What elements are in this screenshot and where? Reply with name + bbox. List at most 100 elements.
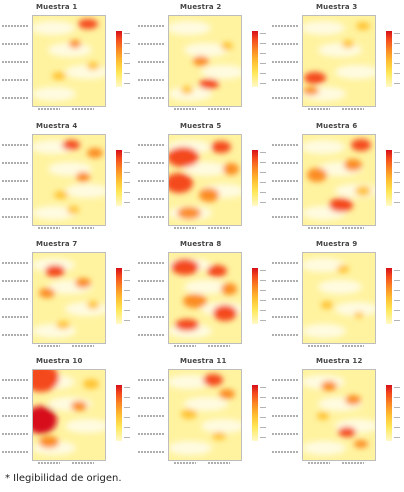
x-tick-label: [38, 227, 60, 229]
y-tick-label: [272, 61, 299, 63]
heatmap-hotspot: [71, 401, 87, 411]
heatmap-svg: [33, 370, 105, 460]
y-tick-label: [2, 451, 29, 453]
y-tick-label: [138, 316, 165, 318]
heatmap-svg: [169, 370, 241, 460]
colorbar-tick-label: [260, 63, 266, 64]
heatmap-plot-area: [302, 369, 376, 461]
colorbar-tick-label: [260, 83, 266, 84]
heatmap-hotspot: [304, 72, 326, 84]
colorbar-tick-label: [260, 437, 266, 438]
heatmap-plot-area: [168, 369, 242, 461]
heatmap-low-region: [318, 280, 362, 294]
colorbar-tick-label: [260, 73, 266, 74]
heatmap-low-region: [184, 162, 228, 176]
heatmap-low-region: [335, 302, 375, 316]
heatmap-hotspot: [345, 395, 361, 405]
panel-title: Muestra 5: [180, 122, 222, 130]
colorbar-tick-label: [124, 33, 130, 34]
y-tick-label: [138, 144, 165, 146]
heatmap-hotspot: [39, 436, 59, 448]
colorbar-tick-label: [260, 290, 266, 291]
colorbar: [116, 150, 122, 206]
colorbar-tick-label: [124, 63, 130, 64]
heatmap-hotspot: [211, 141, 231, 153]
heatmap-panel: Muestra 8: [138, 240, 270, 355]
y-tick-label: [138, 180, 165, 182]
y-tick-label: [272, 216, 299, 218]
heatmap-hotspot: [78, 19, 98, 29]
heatmap-plot-area: [302, 252, 376, 344]
x-tick-label: [208, 108, 230, 110]
heatmap-hotspot: [317, 412, 329, 420]
colorbar: [386, 150, 392, 206]
y-tick-label: [138, 298, 165, 300]
heatmap-hotspot: [169, 147, 199, 167]
x-tick-label: [174, 462, 196, 464]
y-tick-label: [272, 97, 299, 99]
heatmap-low-region: [184, 280, 228, 294]
heatmap-hotspot: [329, 198, 353, 212]
y-tick-label: [138, 162, 165, 164]
y-tick-label: [272, 334, 299, 336]
heatmap-hotspot: [221, 42, 233, 50]
colorbar-tick-label: [394, 73, 400, 74]
heatmap-low-region: [33, 87, 76, 101]
heatmap-panel: Muestra 6: [272, 122, 404, 237]
heatmap-hotspot: [87, 148, 103, 158]
y-tick-label: [2, 144, 29, 146]
colorbar-tick-label: [124, 437, 130, 438]
colorbar-tick-label: [394, 162, 400, 163]
heatmap-svg: [303, 253, 375, 343]
colorbar-tick-label: [124, 290, 130, 291]
y-tick-label: [272, 379, 299, 381]
heatmap-hotspot: [337, 265, 349, 273]
heatmap-low-region: [169, 375, 211, 389]
heatmap-low-region: [303, 140, 345, 154]
y-tick-label: [138, 280, 165, 282]
y-tick-label: [138, 97, 165, 99]
colorbar-tick-label: [260, 280, 266, 281]
colorbar-tick-label: [394, 290, 400, 291]
y-tick-label: [138, 25, 165, 27]
colorbar-tick-label: [260, 397, 266, 398]
colorbar-tick-label: [260, 310, 266, 311]
heatmap-hotspot: [203, 374, 223, 386]
x-tick-label: [308, 108, 330, 110]
colorbar-tick-label: [260, 417, 266, 418]
heatmap-low-region: [169, 21, 211, 35]
heatmap-hotspot: [54, 191, 68, 199]
y-tick-label: [2, 415, 29, 417]
heatmap-hotspot: [221, 283, 237, 295]
y-tick-label: [138, 198, 165, 200]
colorbar-tick-label: [124, 53, 130, 54]
colorbar: [116, 31, 122, 87]
x-tick-label: [72, 345, 94, 347]
heatmap-svg: [303, 16, 375, 106]
y-tick-label: [138, 415, 165, 417]
heatmap-hotspot: [181, 409, 197, 419]
heatmap-hotspot: [67, 206, 79, 214]
panel-title: Muestra 4: [36, 122, 78, 130]
heatmap-low-region: [48, 43, 92, 57]
heatmap-panel: Muestra 9: [272, 240, 404, 355]
colorbar-tick-label: [124, 387, 130, 388]
heatmap-hotspot: [45, 265, 65, 277]
x-tick-label: [38, 462, 60, 464]
colorbar-tick-label: [260, 270, 266, 271]
panel-title: Muestra 1: [36, 3, 78, 11]
colorbar-tick-label: [124, 417, 130, 418]
panel-title: Muestra 8: [180, 240, 222, 248]
heatmap-hotspot: [223, 163, 239, 175]
heatmap-plot-area: [168, 252, 242, 344]
heatmap-hotspot: [87, 62, 99, 70]
y-tick-label: [138, 262, 165, 264]
colorbar: [386, 31, 392, 87]
heatmap-hotspot: [83, 379, 99, 389]
colorbar-tick-label: [260, 387, 266, 388]
x-tick-label: [308, 345, 330, 347]
panel-title: Muestra 2: [180, 3, 222, 11]
heatmap-low-region: [184, 397, 228, 411]
colorbar: [252, 385, 258, 441]
colorbar-tick-label: [394, 43, 400, 44]
